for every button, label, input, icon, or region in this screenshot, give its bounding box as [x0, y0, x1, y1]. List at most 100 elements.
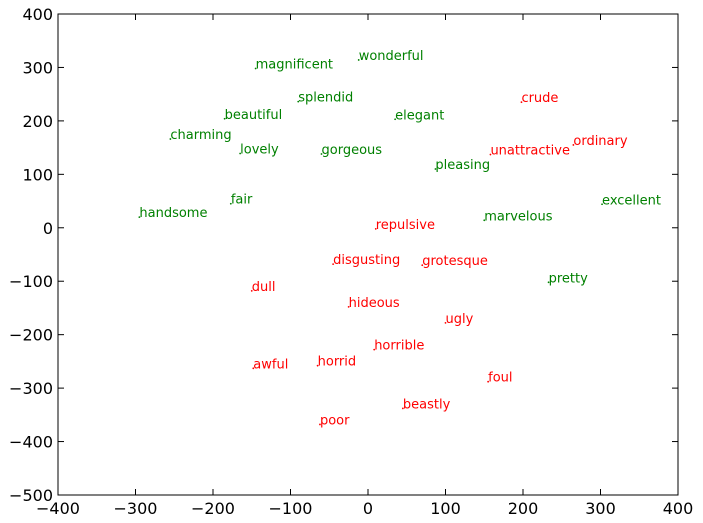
- point-fair: fair: [229, 193, 253, 208]
- point-pretty: pretty: [547, 271, 589, 286]
- point-label: poor: [320, 413, 350, 428]
- point-marker: [401, 407, 404, 410]
- point-beautiful: beautiful: [223, 108, 283, 123]
- y-tick-label: 400: [22, 5, 53, 24]
- y-tick-label: 100: [22, 165, 53, 184]
- point-marker: [489, 153, 492, 156]
- point-label: horrible: [374, 339, 424, 354]
- point-marker: [250, 289, 253, 292]
- point-marker: [252, 367, 255, 370]
- point-marker: [254, 67, 257, 70]
- plot-frame: [57, 13, 679, 496]
- point-label: unattractive: [490, 144, 570, 159]
- point-marker: [444, 322, 447, 324]
- x-tick-label: −400: [36, 499, 80, 518]
- point-wonderful: wonderful: [357, 49, 424, 64]
- point-marker: [297, 100, 300, 103]
- y-tick-label: −200: [9, 326, 53, 345]
- point-marker: [483, 219, 486, 222]
- point-dull: dull: [250, 280, 276, 295]
- x-tick-label: 400: [663, 499, 694, 518]
- x-tick-label: 200: [508, 499, 539, 518]
- point-marker: [487, 380, 490, 383]
- point-magnificent: magnificent: [254, 58, 333, 73]
- point-handsome: handsome: [138, 206, 207, 221]
- point-label: splendid: [298, 91, 353, 106]
- point-charming: charming: [169, 128, 232, 143]
- point-marker: [572, 144, 575, 146]
- point-crude: crude: [520, 91, 558, 106]
- point-awful: awful: [252, 357, 288, 372]
- point-horrid: horrid: [316, 355, 357, 370]
- point-label: grotesque: [422, 254, 488, 269]
- point-splendid: splendid: [297, 91, 353, 106]
- point-pleasing: pleasing: [434, 158, 490, 173]
- x-tick-label: −200: [191, 499, 235, 518]
- plot-background: [58, 14, 678, 495]
- y-tick-label: 0: [43, 219, 53, 238]
- point-label: pleasing: [435, 158, 490, 173]
- y-tick-label: −400: [9, 433, 53, 452]
- point-repulsive: repulsive: [374, 218, 435, 233]
- x-tick-label: 300: [585, 499, 616, 518]
- point-label: disgusting: [333, 253, 400, 268]
- point-label: charming: [170, 128, 231, 143]
- point-excellent: excellent: [601, 193, 661, 208]
- point-label: horrid: [318, 355, 357, 370]
- y-tick-label: 300: [22, 58, 53, 77]
- point-marvelous: marvelous: [483, 209, 553, 224]
- point-unattractive: unattractive: [489, 144, 570, 159]
- point-ugly: ugly: [444, 312, 474, 327]
- x-tick-label: 0: [363, 499, 373, 518]
- point-marker: [357, 59, 360, 61]
- point-marker: [373, 348, 376, 351]
- point-marker: [319, 423, 321, 426]
- point-label: elegant: [395, 108, 444, 123]
- point-marker: [421, 264, 424, 267]
- point-label: pretty: [549, 271, 589, 286]
- x-tick-label: −300: [114, 499, 158, 518]
- point-lovely: lovely: [239, 142, 279, 157]
- point-elegant: elegant: [394, 108, 444, 123]
- point-label: hideous: [349, 296, 400, 311]
- point-label: foul: [488, 371, 512, 386]
- point-label: crude: [521, 91, 558, 106]
- point-label: fair: [231, 193, 253, 208]
- point-label: handsome: [139, 206, 207, 221]
- point-horrible: horrible: [373, 339, 424, 354]
- y-tick-label: 200: [22, 112, 53, 131]
- y-tick-label: −100: [9, 272, 53, 291]
- point-label: beautiful: [225, 108, 283, 123]
- point-label: gorgeous: [322, 143, 383, 158]
- point-marker: [320, 153, 323, 155]
- y-tick-label: −300: [9, 379, 53, 398]
- x-tick-labels: −400 −300 −200 −100 0 100 200 300 400: [36, 499, 693, 518]
- point-label: awful: [253, 357, 288, 372]
- point-marker: [601, 203, 603, 206]
- point-disgusting: disgusting: [332, 253, 400, 268]
- point-foul: foul: [487, 371, 513, 386]
- point-gorgeous: gorgeous: [320, 143, 383, 158]
- point-label: repulsive: [376, 218, 435, 233]
- data-labels: wonderful magnificent splendid beautiful ele…: [138, 49, 661, 428]
- point-marker: [347, 305, 350, 308]
- point-label: excellent: [602, 193, 661, 208]
- point-marker: [223, 117, 226, 120]
- point-beastly: beastly: [401, 397, 451, 412]
- point-marker: [547, 281, 550, 284]
- point-label: dull: [252, 280, 276, 295]
- point-poor: poor: [319, 413, 350, 428]
- x-tick-label: 100: [430, 499, 461, 518]
- point-marker: [316, 364, 319, 367]
- x-tick-label: −100: [269, 499, 313, 518]
- point-label: magnificent: [256, 58, 333, 73]
- point-label: lovely: [240, 142, 279, 157]
- point-marker: [434, 168, 437, 170]
- point-ordinary: ordinary: [572, 134, 628, 149]
- point-marker: [229, 202, 232, 205]
- point-marker: [169, 138, 172, 140]
- point-hideous: hideous: [347, 296, 400, 311]
- y-tick-label: −500: [9, 486, 53, 505]
- point-label: ordinary: [573, 134, 627, 149]
